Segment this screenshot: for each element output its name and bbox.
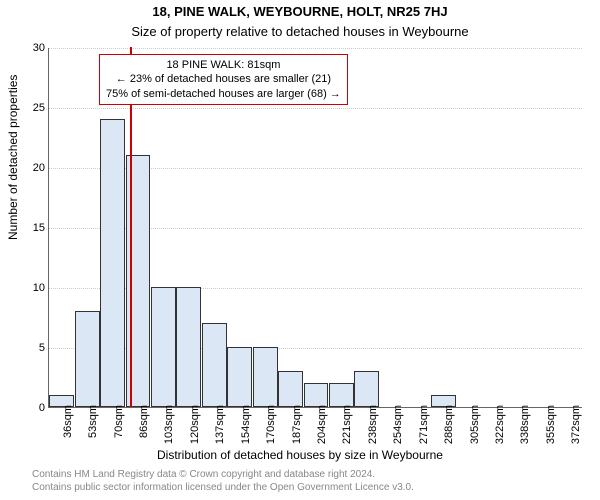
histogram-bar bbox=[227, 347, 252, 407]
y-axis-label: Number of detached properties bbox=[6, 75, 20, 240]
x-axis-label: Distribution of detached houses by size … bbox=[0, 448, 600, 462]
annotation-box: 18 PINE WALK: 81sqm← 23% of detached hou… bbox=[99, 54, 348, 105]
x-tick-label: 355sqm bbox=[545, 405, 557, 444]
x-tick-label: 305sqm bbox=[469, 405, 481, 444]
x-tick-label: 120sqm bbox=[189, 405, 201, 444]
x-tick-label: 322sqm bbox=[494, 405, 506, 444]
histogram-bar bbox=[75, 311, 100, 407]
x-tick-label: 154sqm bbox=[240, 405, 252, 444]
x-tick-label: 338sqm bbox=[519, 405, 531, 444]
histogram-bar bbox=[354, 371, 379, 407]
histogram-bar bbox=[304, 383, 329, 407]
histogram-bar bbox=[100, 119, 125, 407]
x-tick-label: 187sqm bbox=[291, 405, 303, 444]
x-tick-label: 53sqm bbox=[87, 405, 99, 438]
y-tick-label: 15 bbox=[21, 222, 45, 234]
x-tick-label: 170sqm bbox=[265, 405, 277, 444]
y-tick-label: 5 bbox=[21, 342, 45, 354]
attribution: Contains HM Land Registry data © Crown c… bbox=[32, 469, 414, 494]
annotation-line: 18 PINE WALK: 81sqm bbox=[106, 58, 341, 72]
y-tick-label: 10 bbox=[21, 282, 45, 294]
x-tick-label: 254sqm bbox=[392, 405, 404, 444]
annotation-line: ← 23% of detached houses are smaller (21… bbox=[106, 72, 341, 86]
y-tick-label: 0 bbox=[21, 402, 45, 414]
histogram-bar bbox=[202, 323, 227, 407]
x-tick-label: 103sqm bbox=[163, 405, 175, 444]
histogram-bar bbox=[278, 371, 303, 407]
x-tick-label: 137sqm bbox=[214, 405, 226, 444]
annotation-line: 75% of semi-detached houses are larger (… bbox=[106, 87, 341, 101]
histogram-bar bbox=[151, 287, 176, 407]
x-tick-label: 271sqm bbox=[418, 405, 430, 444]
x-tick-label: 36sqm bbox=[62, 405, 74, 438]
y-tick-label: 30 bbox=[21, 42, 45, 54]
x-tick-label: 70sqm bbox=[113, 405, 125, 438]
x-tick-label: 86sqm bbox=[138, 405, 150, 438]
histogram-bar bbox=[329, 383, 354, 407]
x-tick-label: 221sqm bbox=[341, 405, 353, 444]
page-title: 18, PINE WALK, WEYBOURNE, HOLT, NR25 7HJ bbox=[0, 4, 600, 19]
x-tick-label: 372sqm bbox=[570, 405, 582, 444]
histogram-bar bbox=[253, 347, 278, 407]
y-tick-label: 20 bbox=[21, 162, 45, 174]
attribution-line: Contains public sector information licen… bbox=[32, 482, 414, 495]
chart-subtitle: Size of property relative to detached ho… bbox=[0, 24, 600, 39]
y-tick-label: 25 bbox=[21, 102, 45, 114]
x-tick-label: 204sqm bbox=[316, 405, 328, 444]
histogram-plot: 05101520253036sqm53sqm70sqm86sqm103sqm12… bbox=[48, 48, 582, 408]
x-tick-label: 238sqm bbox=[367, 405, 379, 444]
x-tick-label: 288sqm bbox=[443, 405, 455, 444]
attribution-line: Contains HM Land Registry data © Crown c… bbox=[32, 469, 414, 482]
histogram-bar bbox=[176, 287, 201, 407]
